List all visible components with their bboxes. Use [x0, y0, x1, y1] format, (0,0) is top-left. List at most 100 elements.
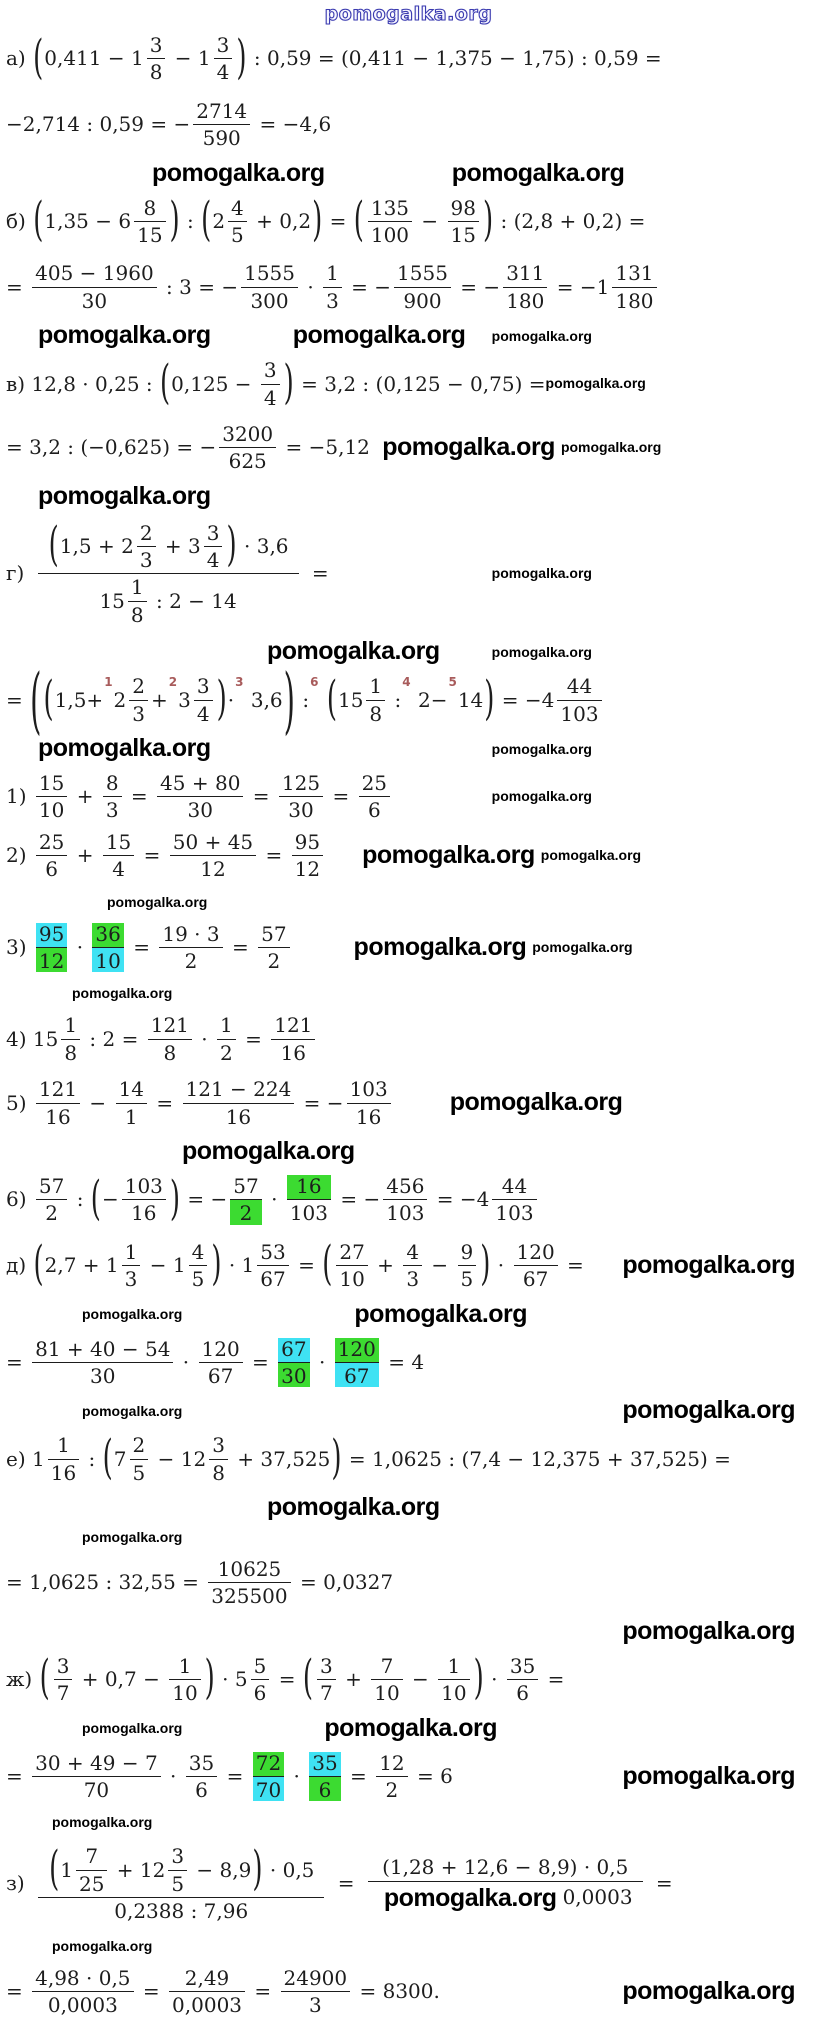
math-text: =: [137, 843, 167, 868]
fraction: 57 2: [230, 1175, 262, 1225]
math-text: = −4,6: [253, 112, 332, 137]
fraction: 35 6: [185, 1751, 218, 1802]
fraction-numerator: 120: [334, 1337, 379, 1363]
fraction: 53 67: [257, 1240, 289, 1291]
fraction-numerator: 35: [309, 1751, 341, 1778]
fraction-numerator: 3: [146, 34, 166, 60]
math-text: 2): [6, 843, 33, 868]
parenthesis: (: [33, 1238, 44, 1293]
solution-line-b-1: б) (1,35 − 6 8 15) : (2 4 5 + 0,2) = (135 100…: [6, 194, 817, 248]
math-text: д): [6, 1253, 33, 1278]
watermark: pomogalka.org: [622, 1761, 795, 1790]
math-text: 15: [337, 687, 364, 712]
fraction: 405 − 1960 30: [32, 262, 157, 312]
fraction-numerator: 95: [291, 830, 324, 857]
watermark: pomogalka.org: [52, 1937, 153, 1954]
watermark: pomogalka.org: [362, 841, 535, 870]
solution-line-wm-row-1: pomogalka.org pomogalka.org: [6, 159, 817, 188]
spacer: [6, 1822, 46, 1823]
watermark: pomogalka.org: [38, 734, 211, 763]
parenthesis: (: [33, 31, 44, 86]
step-number-superscript: 3: [235, 675, 244, 690]
step-number-superscript: 2: [168, 675, 178, 690]
fraction-denominator: 3: [326, 288, 339, 313]
fraction-denominator: 67: [522, 1267, 549, 1292]
math-text: 6): [6, 1187, 33, 1212]
solution-line-n5: 5) 121 16 − 14 1 = 121 − 224 16 = −103 16 pom…: [6, 1078, 817, 1128]
fraction-denominator: 8: [149, 60, 163, 85]
fraction-numerator: 25: [358, 772, 391, 798]
fraction-denominator: 4: [196, 701, 210, 726]
math-text: −: [405, 1667, 436, 1692]
math-text: ж): [6, 1667, 39, 1692]
solution-line-g-2: = ((1,5+ 1 2 2 3 +2 3 3 4) · 3 3,6) :6 (15 1 8 :4 2−…: [6, 657, 817, 742]
spacer: [6, 1410, 76, 1411]
math-text: : 3 = −: [159, 274, 239, 299]
math-text: :: [180, 208, 201, 233]
watermark: pomogalka.org: [82, 1306, 183, 1322]
math-text: = −: [334, 1187, 381, 1212]
watermark: pomogalka.org: [532, 938, 633, 955]
fraction: 121 8: [147, 1014, 192, 1064]
solution-line-v-1: в) 12,8 · 0,25 : (0,125 − 3 4) = 3,2 : (0…: [6, 357, 817, 411]
math-text: + 37,525: [230, 1446, 331, 1471]
fraction-numerator: 1555: [241, 262, 298, 288]
fraction-denominator: 12: [35, 947, 68, 973]
fraction: 120 67: [334, 1337, 379, 1388]
fraction: 14 1: [115, 1078, 148, 1128]
fraction-numerator: 131: [612, 262, 657, 288]
math-text: ·: [312, 1349, 332, 1374]
fraction: 16 103: [286, 1175, 332, 1225]
parenthesis: (: [43, 672, 54, 727]
math-text: 1): [6, 784, 33, 809]
fraction-denominator: 0,0003: [47, 1992, 118, 2017]
fraction-denominator: 2: [267, 948, 281, 973]
parenthesis: (: [160, 356, 171, 411]
math-text: ·: [70, 934, 90, 959]
fraction-denominator: 0,0003: [172, 1992, 243, 2017]
fraction-denominator: 8: [64, 1040, 78, 1065]
fraction-numerator: 1: [438, 1654, 470, 1681]
fraction-numerator: 24900: [280, 1966, 351, 1992]
watermark: pomogalka.org: [52, 1814, 153, 1831]
fraction-denominator: 30: [81, 288, 108, 313]
math-text: е) 1: [6, 1446, 45, 1471]
fraction: 121 − 224 16: [182, 1078, 295, 1128]
fraction-numerator: (1,28 + 12,6 − 8,9) · 0,5: [367, 1854, 643, 1882]
parenthesis: (: [302, 1652, 313, 1707]
watermark: pomogalka.org: [292, 321, 466, 350]
fraction-denominator: 103: [560, 701, 599, 726]
fraction-numerator: 125: [278, 772, 324, 798]
fraction-numerator: 44: [557, 675, 602, 701]
math-text: 15: [99, 589, 125, 614]
watermark: pomogalka.org: [491, 740, 592, 757]
math-text: =: [343, 1764, 374, 1789]
math-text: (1,28 + 12,6 − 8,9) · 0,5: [382, 1855, 629, 1880]
math-text: = −5,12: [279, 435, 377, 460]
fraction-denominator: 325500: [211, 1584, 288, 1609]
solution-line-v-2: = 3,2 : (−0,625) = −3200 625 = −5,12 pomo…: [6, 423, 817, 473]
math-text: : 0,59 = (0,411 − 1,375 − 1,75) : 0,59 =: [247, 46, 662, 71]
fraction: 30 + 49 − 7 70: [32, 1751, 161, 1802]
math-text: :: [70, 1187, 90, 1212]
fraction: 50 + 45 12: [169, 830, 257, 881]
watermark: pomogalka.org: [353, 932, 527, 961]
fraction-numerator: 121: [35, 1078, 81, 1104]
math-text: =: [220, 1764, 250, 1789]
fraction-numerator: 98: [447, 196, 479, 222]
fraction-numerator: 4,98 · 0,5: [32, 1966, 134, 1992]
watermark: pomogalka.org: [622, 1616, 795, 1645]
fraction-numerator: 53: [257, 1240, 289, 1267]
fraction-numerator: 103: [121, 1175, 166, 1201]
math-text: 1,5+: [54, 687, 104, 712]
fraction-numerator: 81 + 40 − 54: [32, 1337, 174, 1363]
fraction-denominator: 25: [78, 1871, 105, 1896]
math-text: 4) 15: [6, 1026, 59, 1051]
